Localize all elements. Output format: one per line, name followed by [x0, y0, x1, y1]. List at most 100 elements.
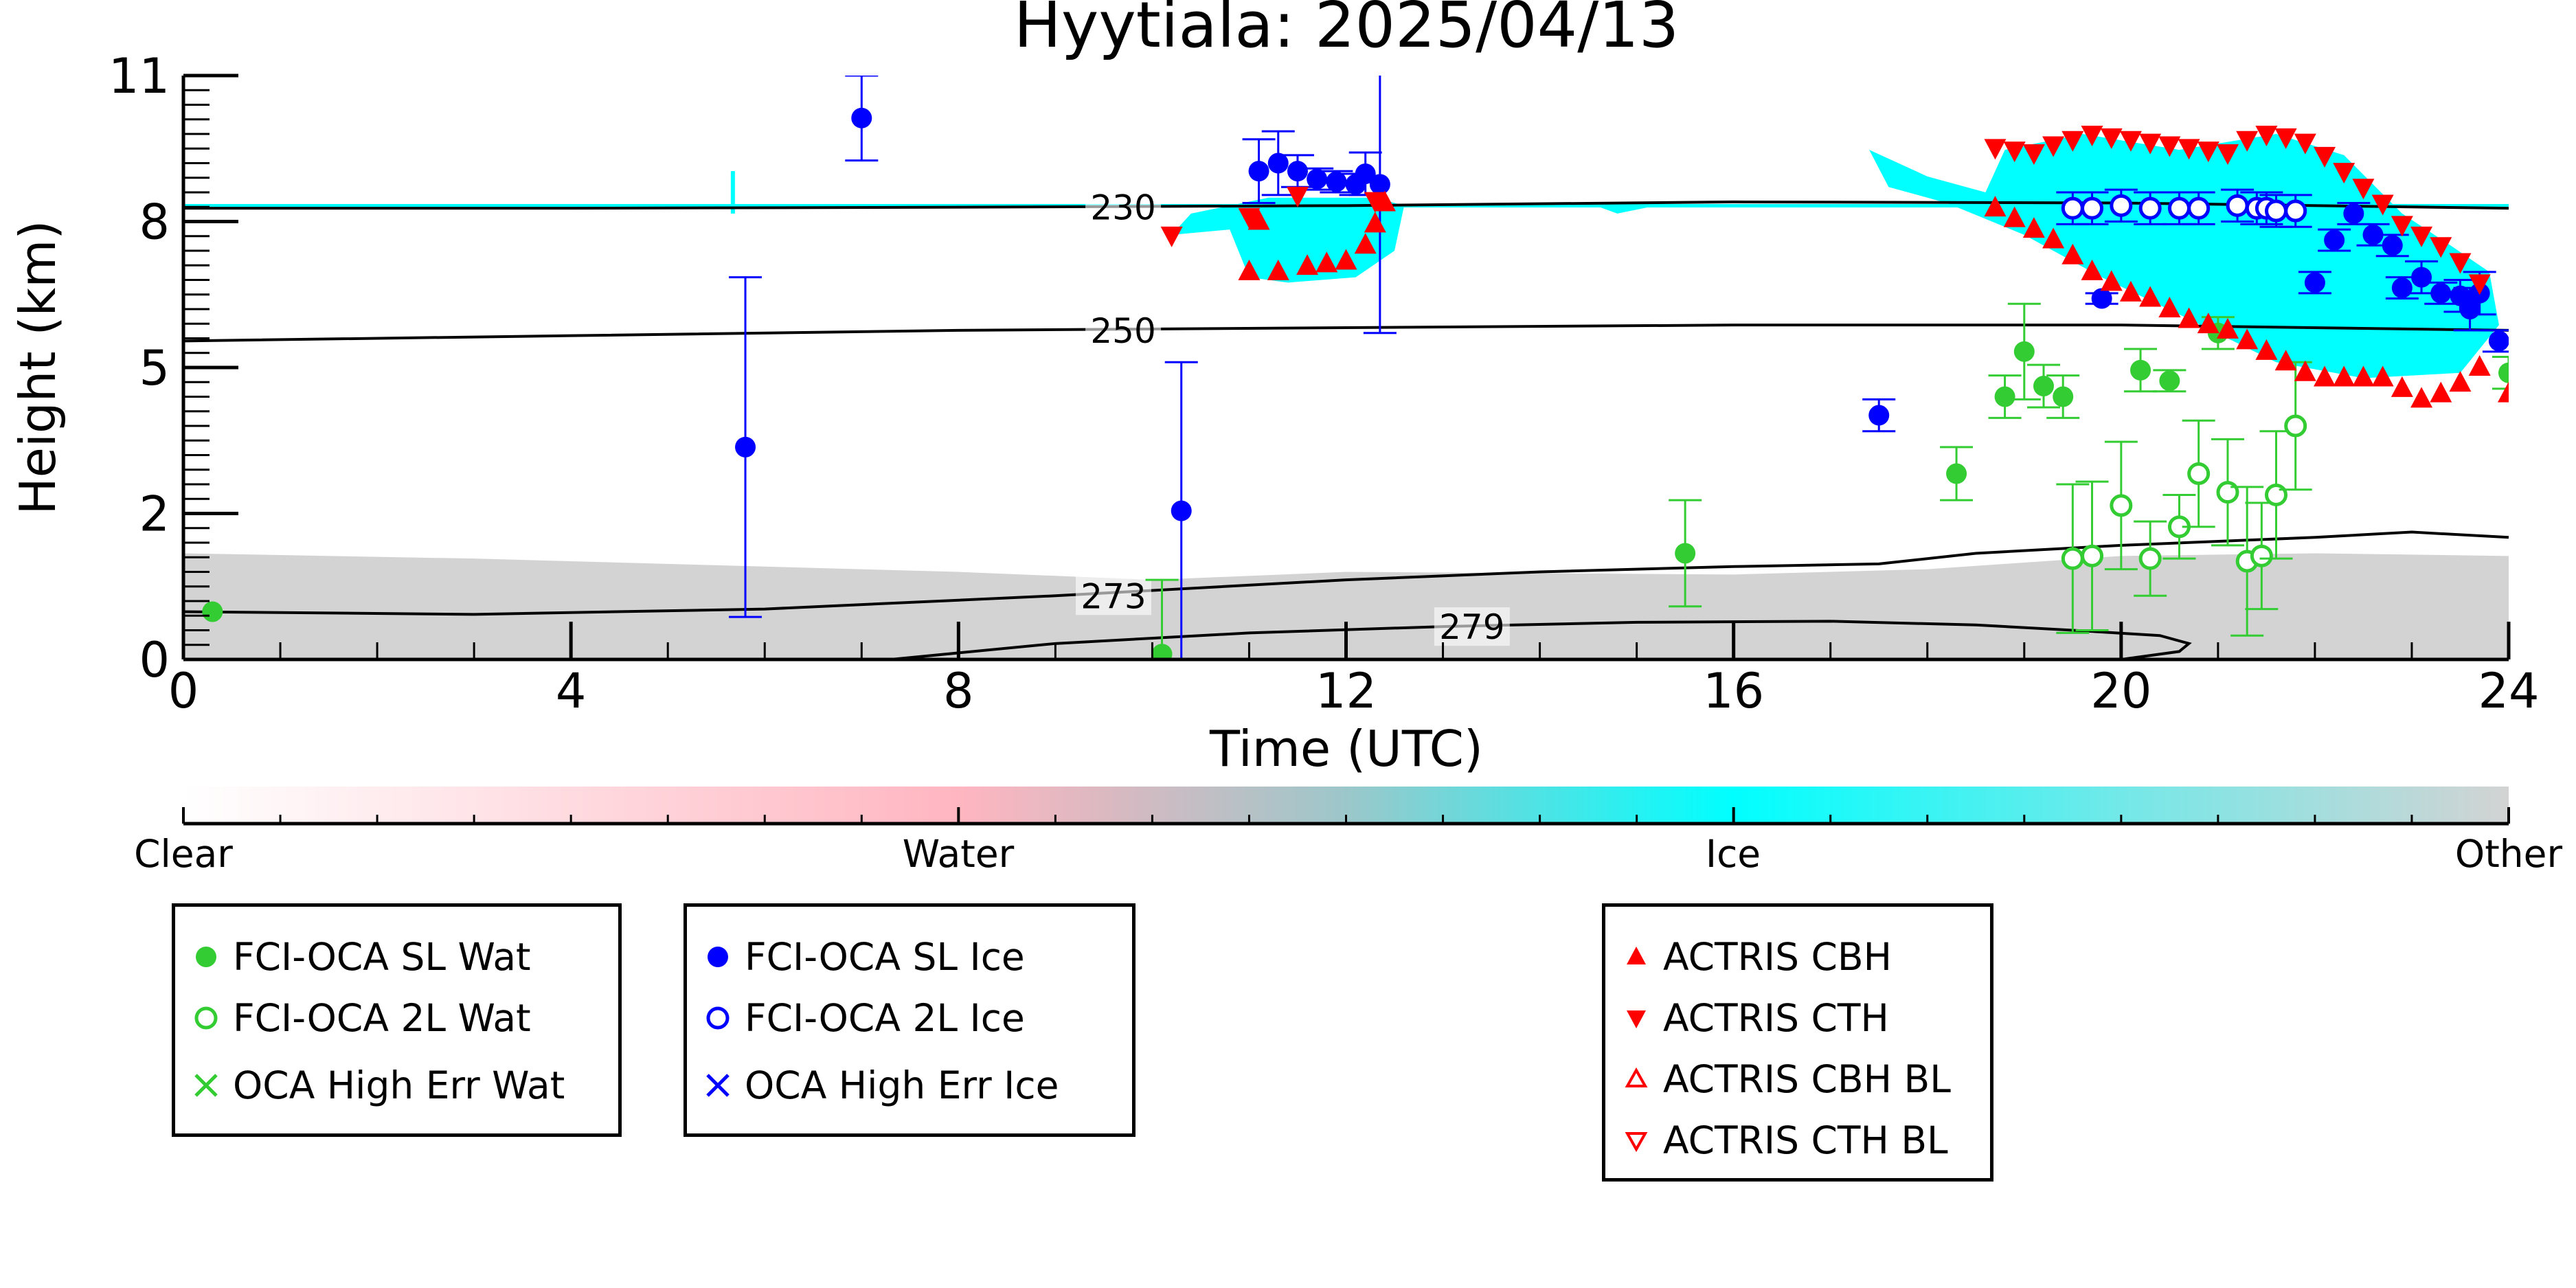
ice-cloud-area [730, 171, 735, 214]
data-point [2158, 136, 2181, 157]
data-point [2158, 297, 2181, 317]
legend-item: FCI-OCA 2L Ice [701, 994, 1025, 1042]
legend-item: ACTRIS CTH [1619, 994, 1889, 1042]
x-axis-label: Time (UTC) [1209, 720, 1483, 778]
data-point [1364, 212, 1386, 233]
open-circle-icon [194, 1006, 218, 1030]
data-point [1946, 463, 1967, 484]
data-markers [202, 76, 2509, 659]
legend-item: OCA High Err Wat [189, 1061, 565, 1109]
data-point [2003, 142, 2026, 163]
x-tick-label: 24 [2478, 663, 2539, 719]
data-point [2250, 544, 2273, 567]
contour-line [183, 530, 2509, 616]
legend-item: ACTRIS CTH BL [1619, 1116, 1948, 1164]
data-point [735, 436, 756, 457]
data-point [2061, 243, 2084, 264]
legend-item: ACTRIS CBH BL [1619, 1055, 1951, 1103]
data-point [1151, 644, 1173, 659]
data-point [2081, 126, 2103, 146]
data-point [2081, 259, 2103, 280]
axes: 0 2 5 8 11 0 4 8 12 16 20 24 [109, 48, 2540, 719]
legend-label: OCA High Err Ice [745, 1063, 1059, 1107]
data-point [1286, 186, 1309, 207]
legend-label: ACTRIS CTH BL [1663, 1118, 1948, 1162]
data-point [2324, 229, 2345, 251]
data-point [2333, 163, 2355, 184]
data-point [2333, 365, 2355, 387]
contour-line [890, 620, 2192, 661]
data-point [2304, 272, 2325, 293]
legend-label: FCI-OCA 2L Wat [233, 996, 531, 1040]
data-point [851, 107, 872, 128]
data-point [2468, 274, 2491, 295]
data-point [2284, 199, 2307, 223]
contour-label: 230 [1090, 188, 1155, 228]
x-tick-label: 8 [943, 663, 974, 719]
colorbar: Clear Water Ice Other [134, 787, 2562, 876]
data-point [2110, 194, 2133, 217]
triangle-down-icon [1627, 1010, 1646, 1028]
legend-label: FCI-OCA 2L Ice [745, 996, 1025, 1040]
data-point [1675, 543, 1696, 564]
cross-icon [706, 1074, 730, 1097]
legend-item: ACTRIS CBH [1619, 933, 1892, 981]
triangle-up-open-icon [1625, 1067, 1648, 1087]
data-point [2022, 144, 2045, 166]
data-point [2119, 131, 2142, 152]
data-point [2449, 253, 2472, 274]
data-point [1994, 386, 2015, 407]
data-point [2391, 278, 2413, 299]
data-point [2371, 365, 2394, 387]
legend-label: FCI-OCA SL Ice [745, 935, 1025, 979]
data-point [1355, 163, 1376, 184]
filled-circle-icon [196, 947, 216, 967]
data-point [2042, 227, 2065, 249]
data-point [1984, 196, 2007, 217]
legend-item: FCI-OCA SL Ice [701, 933, 1025, 981]
data-point [2430, 237, 2452, 258]
data-point [2255, 339, 2278, 360]
data-point [1315, 251, 1338, 273]
data-point [2081, 544, 2104, 567]
data-point [2042, 136, 2065, 157]
data-point [2274, 128, 2297, 149]
contour-label-bg [1085, 310, 1162, 350]
data-point [2430, 282, 2452, 304]
data-point [2053, 386, 2074, 407]
data-point [2061, 547, 2084, 570]
data-point [2284, 414, 2307, 438]
colorbar-label-clear: Clear [134, 832, 233, 876]
data-point [1267, 259, 1289, 280]
contour-label-bg [1434, 607, 1510, 646]
contour-line [183, 324, 2509, 343]
data-point [2022, 217, 2045, 238]
data-point [2371, 194, 2394, 216]
data-point [2265, 199, 2287, 223]
data-point [2265, 483, 2287, 506]
data-point [1287, 161, 1308, 182]
data-point [2236, 328, 2259, 350]
data-point [2274, 350, 2297, 371]
data-point [2294, 360, 2316, 381]
data-point [2391, 376, 2413, 397]
y-tick-label: 11 [109, 48, 170, 104]
data-point [2391, 216, 2413, 237]
data-point [1238, 207, 1261, 229]
legend-label: FCI-OCA SL Wat [233, 935, 531, 979]
data-point [2178, 307, 2200, 328]
legend-label: ACTRIS CBH BL [1663, 1057, 1951, 1101]
data-point [1364, 192, 1386, 213]
data-point [2197, 142, 2219, 163]
data-point [2410, 387, 2433, 408]
other-class-area [183, 553, 2509, 659]
contour-label: 279 [1439, 607, 1504, 647]
data-point [1296, 254, 1319, 275]
data-point [2255, 126, 2278, 146]
data-point [2488, 330, 2509, 352]
data-point [1248, 161, 1269, 182]
x-tick-label: 20 [2090, 663, 2151, 719]
y-tick-label: 0 [139, 632, 170, 688]
data-point [2314, 365, 2336, 387]
